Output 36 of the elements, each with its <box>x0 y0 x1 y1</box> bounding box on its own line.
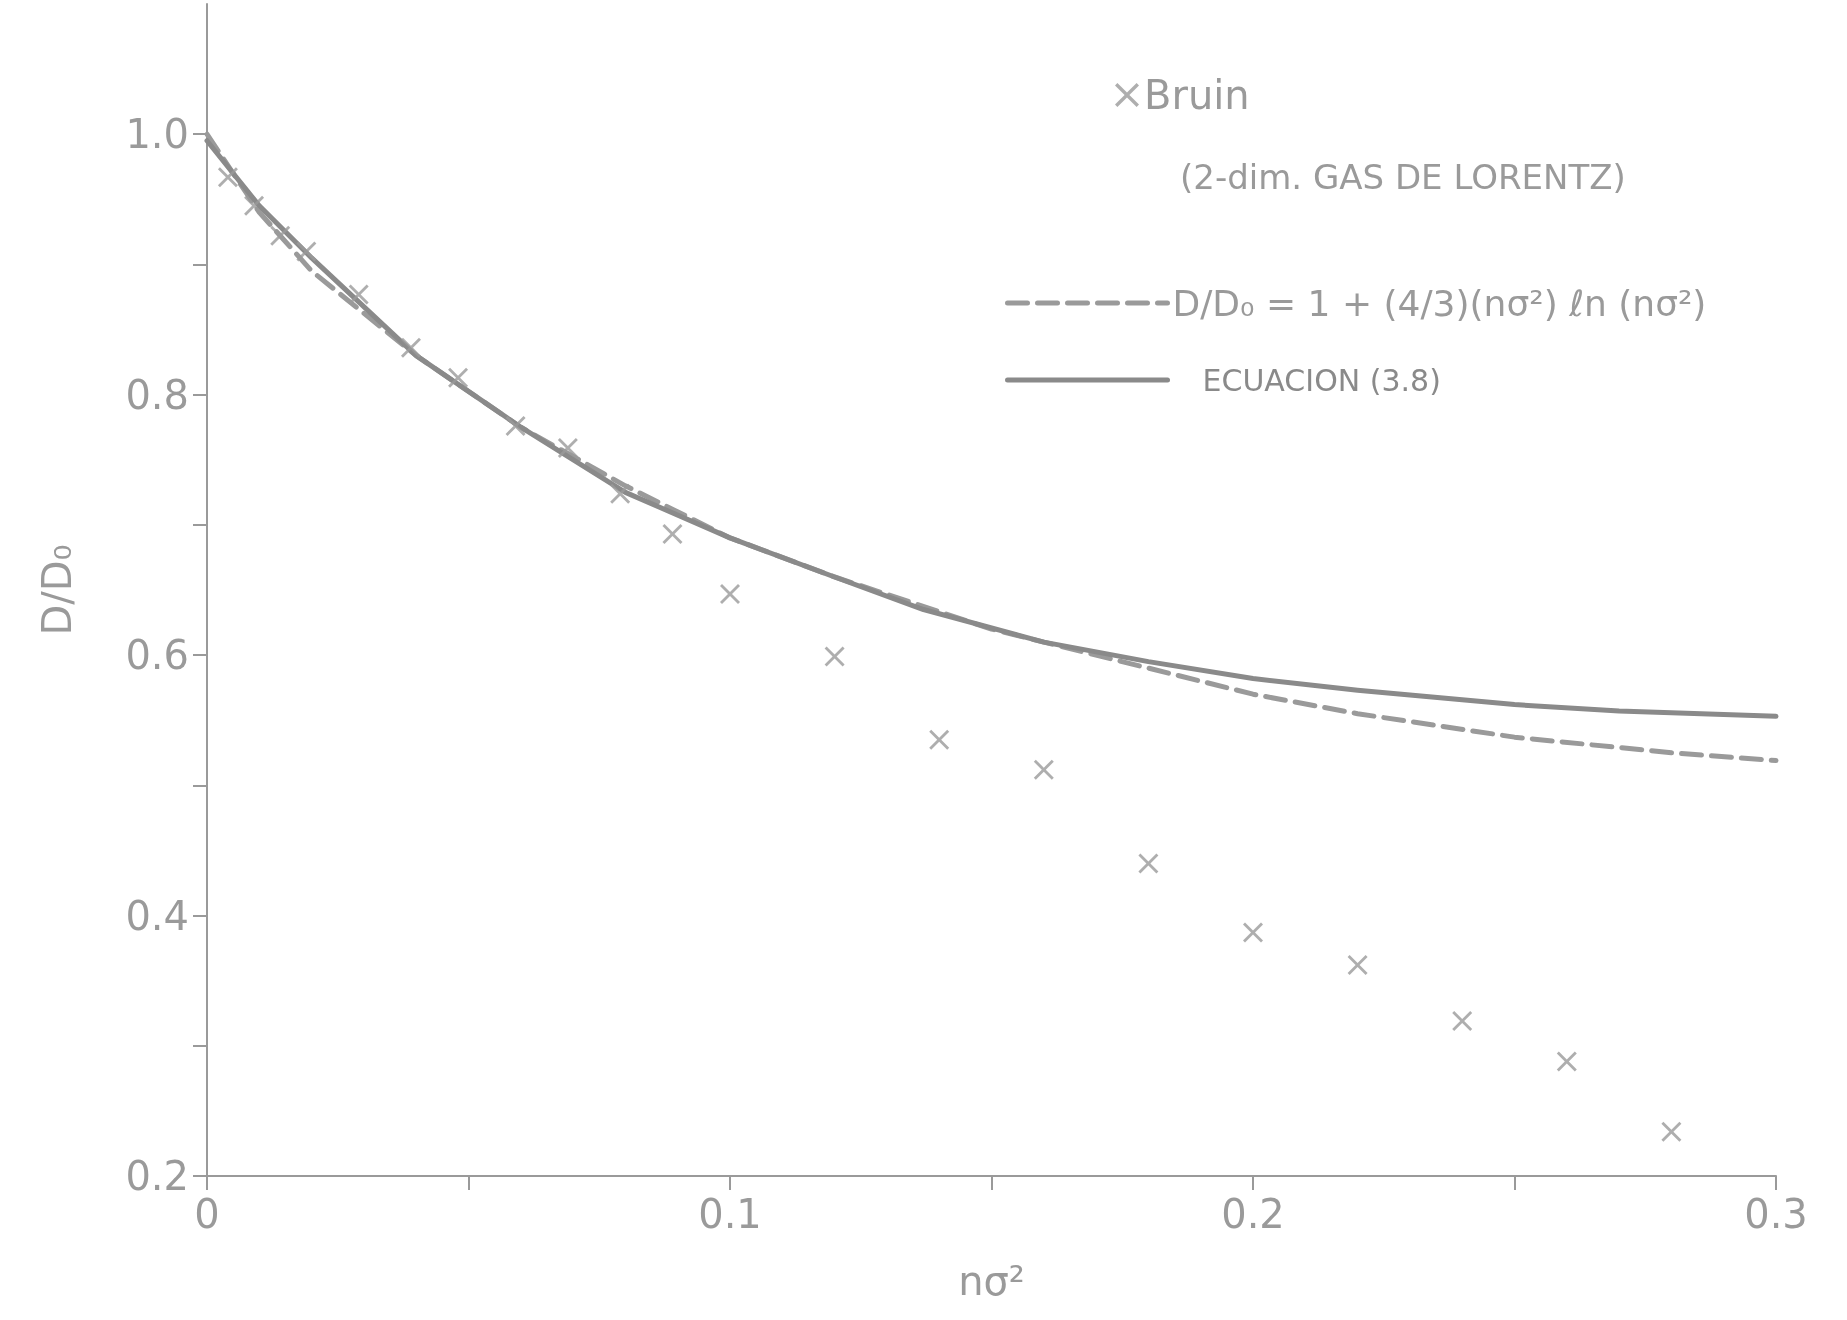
point <box>1243 922 1263 943</box>
point <box>296 241 317 262</box>
point <box>244 195 265 216</box>
legend-label: D/D₀ = 1 + (4/3)(nσ²) ℓn (nσ²) <box>1172 282 1707 324</box>
x-tick-label: 0.3 <box>1744 1191 1808 1237</box>
point <box>929 729 950 750</box>
y-tick-label: 0.6 <box>125 632 189 679</box>
x-tick-label: 0 <box>194 1191 220 1237</box>
point <box>217 167 238 188</box>
y-tick-label: 0.4 <box>125 892 189 939</box>
point <box>1452 1011 1473 1032</box>
x-axis-title: nσ² <box>958 1258 1025 1304</box>
point <box>662 524 683 544</box>
annotation: (2-dim. GAS DE LORENTZ) <box>1180 157 1626 197</box>
point <box>348 284 369 305</box>
text: ECUACION (3.8) <box>1202 362 1441 398</box>
point <box>824 646 845 667</box>
x-tick-label: 0.2 <box>1221 1191 1285 1237</box>
point <box>1347 955 1368 976</box>
point <box>270 225 291 246</box>
point <box>505 415 526 436</box>
point <box>1661 1121 1682 1142</box>
point <box>400 337 421 358</box>
point <box>610 483 631 504</box>
point <box>448 367 469 388</box>
point <box>1033 759 1054 780</box>
y-tick-label: 0.8 <box>125 371 189 418</box>
x-tick-label: 0.1 <box>698 1191 762 1237</box>
y-axis-title: D/D₀ <box>34 544 80 636</box>
point <box>1138 853 1159 874</box>
y-tick-label: 1.0 <box>125 111 189 158</box>
point <box>1556 1051 1577 1072</box>
y-tick-label: 0.2 <box>125 1153 189 1199</box>
legend-label: Bruin <box>1144 72 1250 118</box>
point <box>557 438 578 459</box>
point <box>720 583 740 604</box>
